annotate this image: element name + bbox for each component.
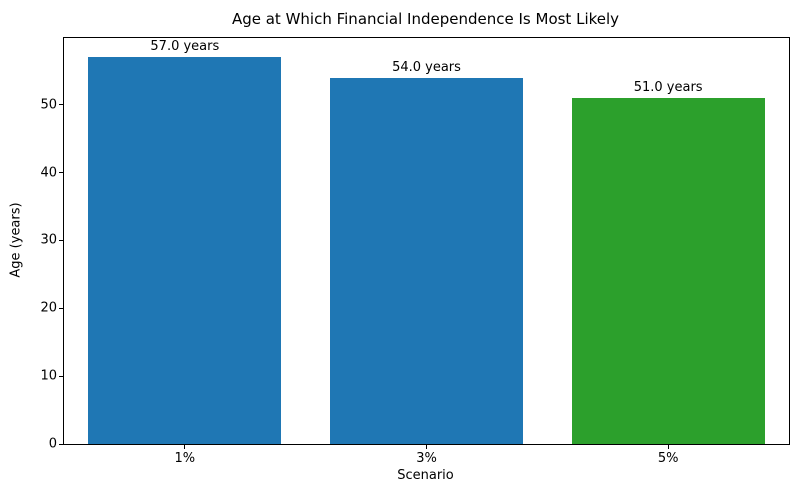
x-tick-label: 3% — [416, 451, 437, 466]
y-tick-mark — [59, 375, 63, 377]
y-tick-mark — [59, 104, 63, 106]
y-tick-label: 0 — [48, 436, 57, 452]
x-tick-label: 5% — [657, 451, 679, 466]
x-axis-label: Scenario — [397, 468, 454, 483]
y-axis-label: Age (years) — [8, 202, 24, 278]
bar-3% — [329, 77, 524, 444]
x-tick-mark — [667, 445, 669, 449]
y-tick-label: 50 — [40, 97, 57, 113]
y-tick-mark — [59, 172, 63, 174]
y-tick-label: 40 — [40, 165, 57, 181]
bar-5% — [571, 98, 765, 444]
x-tick-mark — [426, 445, 427, 449]
bar-value-label: 51.0 years — [633, 80, 703, 96]
y-tick-label: 10 — [40, 368, 57, 384]
x-tick-mark — [184, 445, 186, 449]
bar-value-label: 54.0 years — [392, 59, 461, 75]
y-tick-mark — [59, 307, 63, 309]
y-tick-label: 20 — [40, 300, 57, 316]
y-tick-label: 30 — [40, 232, 57, 248]
y-tick-mark — [59, 443, 63, 445]
bar-value-label: 57.0 years — [150, 39, 220, 55]
bar-1% — [88, 57, 282, 444]
x-tick-label: 1% — [174, 451, 196, 466]
plot-area: 0 10 20 30 40 50 57.0 years 1% 54.0 years 3% 51.0 … — [40, 37, 790, 466]
chart-title: Age at Which Financial Independence Is M… — [231, 10, 620, 28]
y-tick-mark — [59, 239, 63, 241]
